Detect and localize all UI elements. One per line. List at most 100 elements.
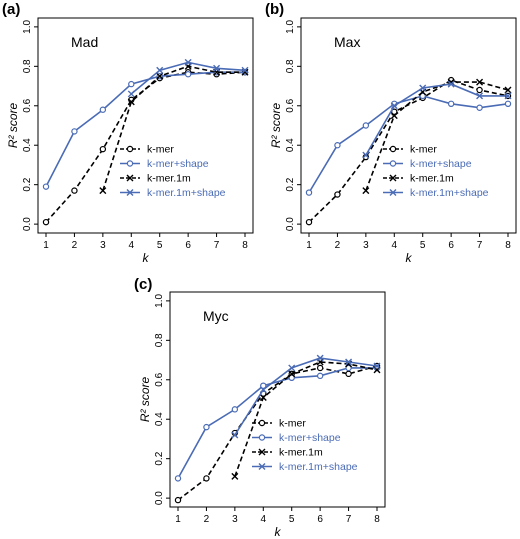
series-point-circle [174,475,182,482]
legend-marker-x [258,448,266,456]
x-tick-label: 7 [214,240,220,251]
series-point-circle [334,142,341,149]
series-point-circle [447,100,455,108]
series-point-circle [305,189,313,196]
series-point-circle [345,370,352,378]
x-tick-label: 5 [289,514,295,525]
series-line-0 [45,71,246,223]
series-point-circle [174,496,182,504]
series-point-x [288,370,296,378]
legend-label: k-mer.1m+shape [147,187,226,199]
legend-label: k-mer.1m [147,173,191,185]
x-axis-title: k [275,525,282,539]
legend-marker-circle [126,160,134,167]
y-axis-title: R² score [6,103,20,149]
y-tick-label: 0.8 [154,333,165,347]
panel-title: Max [334,34,360,50]
series-line-2 [365,81,509,191]
series-point-x [362,151,370,159]
panel-mad: (a) Mad 1 2 3 4 5 6 7 8 0.0 0.2 0.4 0.6 0.8 1.0 k R² scor… [2,1,254,265]
x-tick-label: 5 [420,240,426,251]
y-axis-title: R² score [269,103,283,149]
y-tick-label: 0.8 [22,59,33,73]
legend-marker-circle [258,434,266,441]
legend-label: k-mer [279,418,306,430]
series-point-x [504,86,512,94]
legend-marker-x [389,174,397,182]
x-tick-label: 1 [175,514,181,525]
plot-frame [300,17,517,234]
series-point-circle [99,106,107,113]
x-axis-title: k [406,251,413,265]
legend-label: k-mer+shape [147,158,209,170]
series-point-x [476,92,484,100]
series-point-x [231,472,239,480]
series-point-x [390,112,398,120]
legend-marker-x [126,189,134,196]
series-point-x [362,187,370,195]
series-line-3 [234,357,378,436]
x-tick-label: 2 [204,514,210,525]
series-point-circle [203,423,210,431]
plot-frame [37,17,254,234]
series-point-x [476,78,484,86]
series-line-1 [45,71,245,187]
series-point-x [241,66,249,74]
x-tick-label: 6 [448,240,454,251]
x-tick-label: 6 [185,240,191,251]
series-point-x [288,364,296,372]
x-tick-label: 8 [505,240,511,251]
series-point-x [213,64,221,72]
series-point-circle [260,382,267,389]
legend-label: k-mer [147,144,174,156]
y-tick-label: 0.2 [285,177,296,191]
y-tick-label: 0.2 [154,451,165,465]
series-line-0 [308,79,509,223]
series-point-x [345,358,353,366]
series-point-circle [184,71,192,78]
series-point-x [184,58,192,66]
series-point-circle [419,92,426,100]
x-tick-label: 2 [335,240,341,251]
series-point-circle [362,122,370,129]
y-tick-label: 0.8 [285,59,296,73]
y-tick-label: 1.0 [22,19,33,33]
series-point-circle [71,128,78,135]
panel-label: (b) [265,1,284,18]
y-tick-label: 0.4 [285,138,296,152]
legend-label: k-mer.1m+shape [410,187,489,199]
series-point-circle [203,475,210,482]
x-tick-label: 3 [363,240,369,251]
series-point-x [99,187,107,195]
x-tick-label: 7 [346,514,352,525]
series-line-0 [177,365,378,501]
x-tick-label: 4 [261,514,267,525]
series-point-circle [316,364,324,372]
legend-marker-circle [258,419,266,427]
series-point-circle [476,104,483,111]
series-line-2 [234,361,378,477]
legend-marker-x [258,463,266,470]
x-tick-label: 8 [374,514,380,525]
series-point-circle [99,145,107,153]
y-tick-label: 0.4 [22,138,33,152]
series-point-x [259,386,267,394]
series-point-circle [316,372,324,380]
series-point-x [419,84,427,92]
panel-title: Myc [203,308,229,324]
series-point-x [390,102,398,110]
series-line-2 [102,65,245,191]
y-tick-label: 0.2 [22,177,33,191]
x-tick-label: 7 [477,240,483,251]
series-point-x [316,354,324,362]
series-point-x [156,66,164,74]
panel-label: (a) [2,1,20,18]
x-tick-label: 8 [242,240,248,251]
series-point-x [259,394,267,402]
series-point-circle [71,187,78,194]
x-tick-label: 3 [100,240,106,251]
series-point-circle [476,86,483,94]
x-tick-label: 4 [129,240,135,251]
series-point-x [127,90,135,98]
